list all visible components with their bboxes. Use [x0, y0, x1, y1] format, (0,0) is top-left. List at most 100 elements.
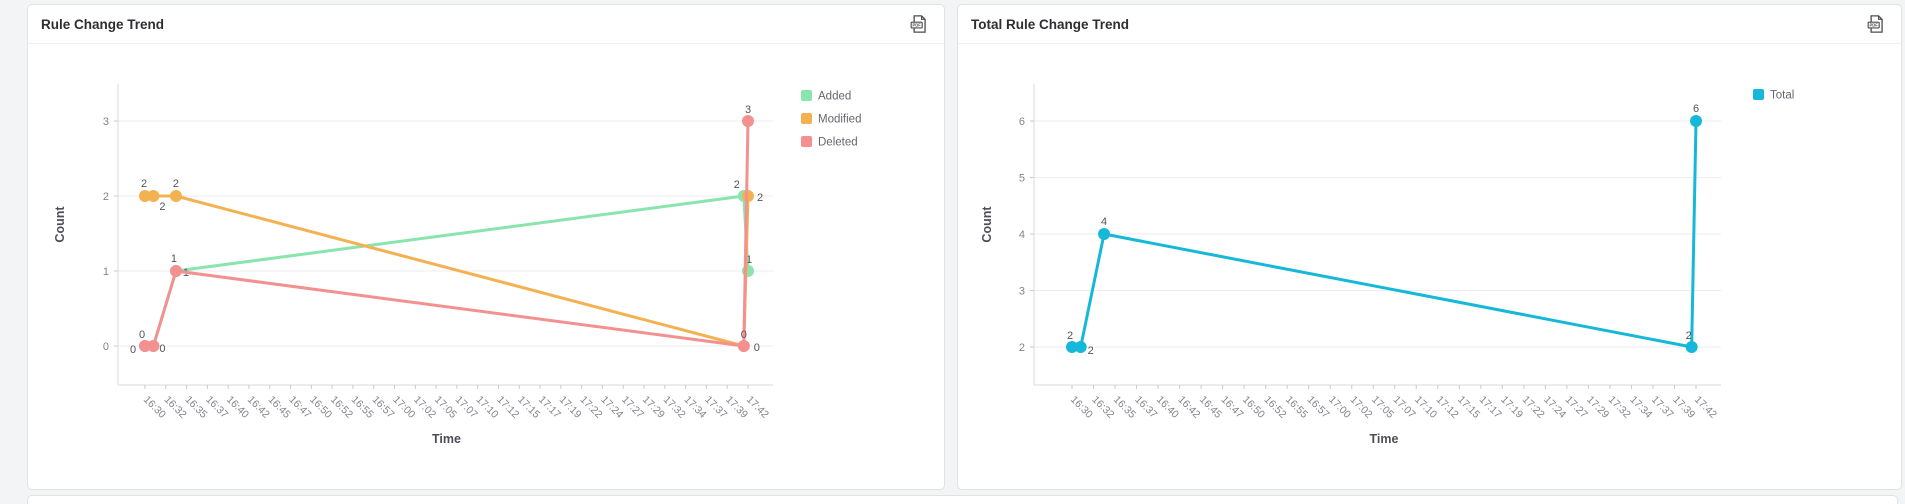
- card-title: Rule Change Trend: [41, 16, 165, 32]
- data-label: 6: [1693, 103, 1699, 115]
- x-tick-label: 17:19: [1498, 394, 1525, 421]
- data-point-modified[interactable]: [147, 190, 160, 202]
- pdf-file-icon: PDF: [908, 15, 929, 38]
- x-tick-label: 17:00: [390, 394, 417, 421]
- legend-label-added[interactable]: Added: [818, 91, 851, 103]
- x-tick-label: 16:37: [203, 394, 230, 421]
- total-rule-change-trend-card: Total Rule Change Trend PDF 2 3 4 5 6 16:30 16…: [957, 4, 1902, 490]
- legend-swatch-modified[interactable]: [801, 113, 812, 124]
- legend-swatch-deleted[interactable]: [801, 136, 812, 147]
- x-tick-label: 16:47: [1218, 394, 1245, 421]
- data-point-deleted[interactable]: [737, 340, 750, 352]
- data-label: 2: [734, 179, 740, 191]
- data-label: 4: [1101, 216, 1107, 228]
- total-rule-change-trend-chart: 2 3 4 5 6 16:3016:3216:3516:3716:4016:4216:45…: [980, 84, 1794, 446]
- x-tick-label: 17:37: [702, 394, 729, 421]
- data-point-total[interactable]: [1098, 228, 1111, 240]
- x-tick-label: 17:32: [1606, 394, 1633, 421]
- x-tick-label: 16:37: [1132, 394, 1159, 421]
- data-point-modified[interactable]: [169, 190, 182, 202]
- x-tick-label: 16:32: [1089, 394, 1116, 421]
- y-tick-label: 5: [1019, 173, 1025, 185]
- x-tick-label: 16:52: [1262, 394, 1289, 421]
- x-tick-label: 17:10: [1412, 394, 1439, 421]
- card-header: Rule Change Trend PDF: [28, 5, 944, 44]
- x-tick-label: 16:40: [1154, 394, 1181, 421]
- y-tick-label: 2: [103, 191, 109, 203]
- series-line-deleted: [143, 119, 750, 348]
- x-tick-label: 17:17: [1477, 394, 1504, 421]
- data-point-deleted[interactable]: [742, 115, 754, 127]
- x-tick-label: 16:30: [141, 394, 168, 421]
- data-label: 0: [130, 344, 136, 356]
- y-tick-label: 2: [1019, 342, 1025, 354]
- data-point-total[interactable]: [1690, 115, 1702, 127]
- dashboard-row: Rule Change Trend PDF 0 1 2 3 16:30 16:32 16:3…: [27, 4, 1902, 490]
- data-label: 2: [159, 201, 165, 213]
- legend-swatch-total[interactable]: [1753, 89, 1764, 100]
- x-tick-label: 17:27: [1563, 394, 1590, 421]
- x-tick-label: 16:52: [328, 394, 355, 421]
- export-pdf-button[interactable]: PDF: [906, 11, 931, 37]
- x-tick-label: 17:07: [1391, 394, 1418, 421]
- x-tick-label: 16:35: [182, 394, 209, 421]
- legend-label-deleted[interactable]: Deleted: [818, 137, 858, 149]
- data-point-total[interactable]: [1685, 341, 1698, 353]
- x-tick-label: 16:57: [1305, 394, 1332, 421]
- data-point-deleted[interactable]: [139, 340, 151, 352]
- pdf-file-icon: PDF: [1865, 15, 1886, 38]
- data-label: 2: [141, 178, 147, 190]
- x-tick-label: 17:34: [681, 394, 708, 421]
- x-tick-label: 16:42: [1175, 394, 1202, 421]
- data-label: 1: [171, 253, 177, 265]
- x-tick-label: 17:22: [1520, 394, 1547, 421]
- export-pdf-button[interactable]: PDF: [1863, 11, 1888, 37]
- x-tick-label: 17:39: [1670, 394, 1697, 421]
- y-tick-label: 0: [103, 341, 109, 353]
- data-point-modified[interactable]: [139, 190, 151, 202]
- legend-swatch-added[interactable]: [801, 90, 812, 101]
- svg-text:PDF: PDF: [1869, 23, 1878, 28]
- x-tick-label: 17:07: [453, 394, 480, 421]
- y-tick-label: 3: [1019, 286, 1025, 298]
- data-label: 0: [139, 329, 145, 341]
- x-tick-label: 17:17: [536, 394, 563, 421]
- x-axis-title: Time: [432, 432, 461, 446]
- data-point-deleted[interactable]: [169, 265, 182, 277]
- x-tick-label: 16:50: [1240, 394, 1267, 421]
- x-tick-label: 16:45: [1197, 394, 1224, 421]
- data-label: 2: [757, 192, 763, 204]
- data-label: 0: [754, 342, 760, 354]
- chart-area: 2 3 4 5 6 16:30 16:32 16:35 16:37 16:40 16:42 16:45…: [958, 44, 1901, 489]
- chart-area: 0 1 2 3 16:30 16:32 16:35 16:37 16:40 16:42 16:45 1…: [28, 44, 944, 489]
- legend-label-modified[interactable]: Modified: [818, 114, 861, 126]
- card-title: Total Rule Change Trend: [971, 16, 1130, 32]
- rule-change-trend-card: Rule Change Trend PDF 0 1 2 3 16:30 16:32 16:3…: [27, 4, 945, 490]
- data-point-deleted[interactable]: [147, 340, 160, 352]
- y-tick-label: 1: [103, 266, 109, 278]
- x-tick-label: 17:39: [723, 394, 750, 421]
- legend-label-total[interactable]: Total: [1770, 90, 1794, 102]
- x-tick-label: 17:24: [1541, 394, 1568, 421]
- x-tick-label: 17:32: [661, 394, 688, 421]
- data-label: 3: [745, 104, 751, 116]
- x-tick-label: 16:32: [162, 394, 189, 421]
- x-tick-label: 17:34: [1627, 394, 1654, 421]
- x-tick-label: 17:02: [411, 394, 438, 421]
- rule-change-trend-chart: 012316:3016:3216:3516:3716:4016:4216:451…: [53, 84, 861, 446]
- data-label: 2: [1088, 345, 1094, 357]
- x-tick-label: 17:15: [1455, 394, 1482, 421]
- x-tick-label: 16:57: [370, 394, 397, 421]
- x-tick-label: 16:55: [349, 394, 376, 421]
- x-tick-label: 17:10: [474, 394, 501, 421]
- x-tick-label: 16:42: [245, 394, 272, 421]
- data-point-total[interactable]: [1074, 341, 1087, 353]
- x-tick-label: 17:15: [515, 394, 542, 421]
- x-tick-label: 17:05: [432, 394, 459, 421]
- card-header: Total Rule Change Trend PDF: [958, 5, 1901, 44]
- x-tick-label: 17:05: [1369, 394, 1396, 421]
- x-tick-label: 17:29: [1584, 394, 1611, 421]
- data-point-total[interactable]: [1066, 341, 1078, 353]
- x-tick-label: 17:12: [494, 394, 521, 421]
- x-tick-label: 17:27: [619, 394, 646, 421]
